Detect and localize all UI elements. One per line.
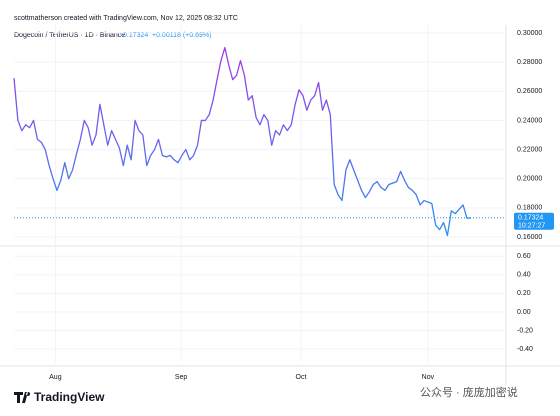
y-tick-label: 0.16000 bbox=[517, 234, 542, 241]
y-tick-label: 0.60 bbox=[517, 253, 531, 260]
y-tick-label: 0.22000 bbox=[517, 146, 542, 153]
y-tick-label: -0.40 bbox=[517, 346, 533, 353]
legend-price: 0.17324 bbox=[123, 32, 148, 39]
price-label: 0.17324 bbox=[518, 215, 543, 222]
price-label-box bbox=[514, 212, 554, 230]
header: scottmatherson created with TradingView.… bbox=[14, 15, 238, 22]
y-tick-label: 0.40 bbox=[517, 272, 531, 279]
y-tick-label: 0.28000 bbox=[517, 59, 542, 66]
y-tick-label: 0.00 bbox=[517, 309, 531, 316]
price-line bbox=[13, 46, 471, 237]
y-tick-label: 0.20000 bbox=[517, 176, 542, 183]
countdown: 10:27:27 bbox=[518, 223, 545, 230]
x-tick-label: Aug bbox=[49, 374, 62, 381]
x-tick-label: Sep bbox=[175, 374, 188, 381]
y-tick-label: 0.30000 bbox=[517, 30, 542, 37]
legend-change: +0.00118 (+0.69%) bbox=[152, 32, 211, 39]
x-tick-label: Oct bbox=[296, 374, 307, 381]
watermark: 公众号 · 庞庞加密说 bbox=[420, 385, 518, 399]
y-tick-label: 0.26000 bbox=[517, 88, 542, 95]
x-tick-label: Nov bbox=[422, 374, 435, 381]
legend-symbol: Dogecoin / TetherUS · 1D · Binance bbox=[14, 32, 125, 39]
y-tick-label: 0.24000 bbox=[517, 117, 542, 124]
logo: TradingView bbox=[14, 390, 105, 404]
y-tick-label: 0.20 bbox=[517, 290, 531, 297]
y-tick-label: -0.20 bbox=[517, 327, 533, 334]
y-tick-label: 0.18000 bbox=[517, 205, 542, 212]
brand: TradingView bbox=[34, 390, 105, 404]
